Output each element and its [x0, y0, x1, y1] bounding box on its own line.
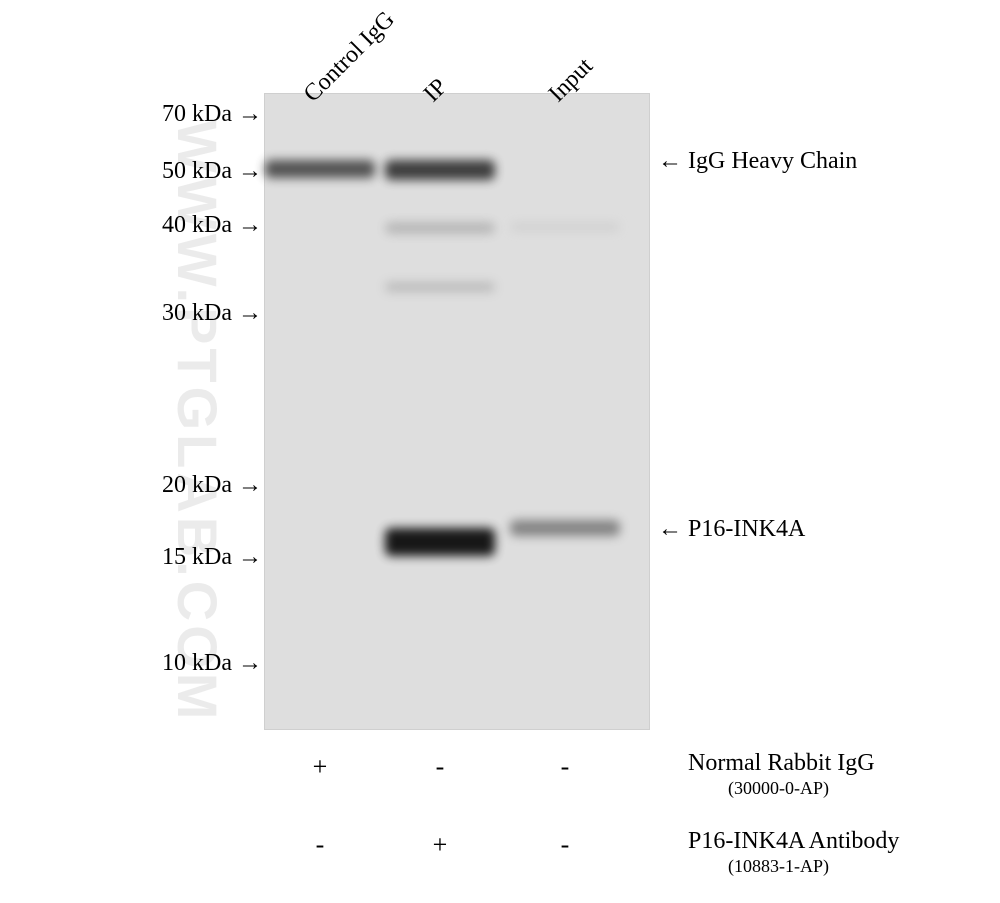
mw-marker: 40 kDa→ [162, 212, 262, 239]
band-label-text: IgG Heavy Chain [688, 148, 857, 174]
blot-band [385, 282, 495, 292]
band-label: ←IgG Heavy Chain [658, 148, 857, 175]
condition-cell: - [305, 830, 335, 860]
mw-marker: 15 kDa→ [162, 544, 262, 571]
blot-band [385, 222, 495, 234]
blot-band [385, 160, 495, 180]
band-label: ←P16-INK4A [658, 516, 805, 543]
mw-marker-text: 70 kDa [162, 101, 232, 127]
mw-marker: 70 kDa→ [162, 101, 262, 128]
arrow-right-icon: → [238, 300, 262, 327]
condition-cell: - [550, 830, 580, 860]
condition-cell: + [425, 830, 455, 860]
blot-band [510, 222, 620, 232]
blot-band [510, 520, 620, 536]
mw-marker-text: 40 kDa [162, 212, 232, 238]
mw-marker: 50 kDa→ [162, 158, 262, 185]
arrow-right-icon: → [238, 544, 262, 571]
mw-marker-text: 50 kDa [162, 158, 232, 184]
band-label-text: P16-INK4A [688, 516, 805, 542]
condition-cell: - [425, 752, 455, 782]
condition-cell: + [305, 752, 335, 782]
mw-marker-text: 20 kDa [162, 472, 232, 498]
arrow-right-icon: → [238, 101, 262, 128]
blot-band [385, 528, 495, 556]
arrow-right-icon: → [238, 650, 262, 677]
condition-sublabel: (30000-0-AP) [728, 778, 829, 799]
mw-marker: 20 kDa→ [162, 472, 262, 499]
blot-membrane [264, 93, 650, 730]
mw-marker-text: 15 kDa [162, 544, 232, 570]
condition-cell: - [550, 752, 580, 782]
arrow-left-icon: ← [658, 148, 682, 175]
condition-label: Normal Rabbit IgG [688, 750, 875, 777]
arrow-right-icon: → [238, 158, 262, 185]
mw-marker-text: 10 kDa [162, 650, 232, 676]
blot-band [265, 160, 375, 178]
mw-marker: 30 kDa→ [162, 300, 262, 327]
watermark-text: WWW.PTGLAB.COM [0, 120, 230, 723]
arrow-right-icon: → [238, 212, 262, 239]
condition-label: P16-INK4A Antibody [688, 828, 899, 855]
condition-sublabel: (10883-1-AP) [728, 856, 829, 877]
mw-marker: 10 kDa→ [162, 650, 262, 677]
figure-root: { "figure": { "type": "western-blot", "c… [0, 0, 1000, 903]
arrow-right-icon: → [238, 472, 262, 499]
mw-marker-text: 30 kDa [162, 300, 232, 326]
arrow-left-icon: ← [658, 516, 682, 543]
